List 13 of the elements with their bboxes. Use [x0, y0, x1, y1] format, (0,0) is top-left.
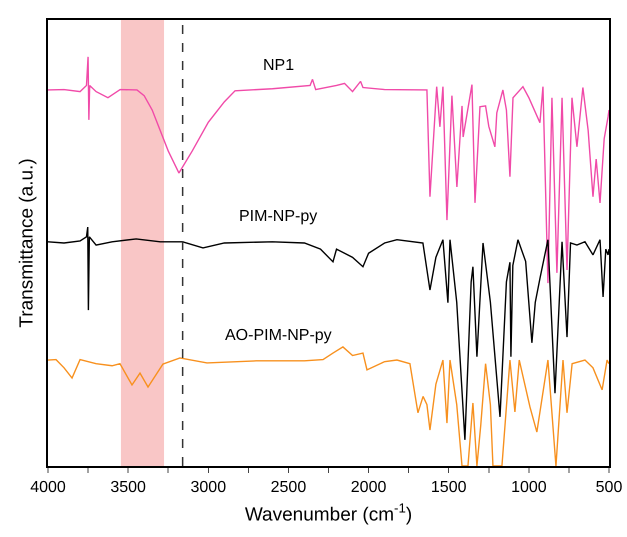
series-label: PIM-NP-py [239, 208, 318, 225]
x-tick-label: 500 [596, 478, 622, 496]
x-tick-label: 3500 [110, 478, 146, 496]
y-axis-title: Transmittance (a.u.) [16, 158, 38, 328]
x-axis-title: Wavenumber (cm$^{-1}$) [244, 500, 412, 526]
series-label: NP1 [263, 57, 294, 74]
x-tick-label: 3000 [190, 478, 226, 496]
x-tick-label: 1000 [511, 478, 547, 496]
x-tick-label: 2000 [350, 478, 386, 496]
x-tick-label: 2500 [270, 478, 306, 496]
x-tick-label: 4000 [30, 478, 66, 496]
x-tick-label: 1500 [430, 478, 467, 496]
series-label: AO-PIM-NP-py [225, 327, 332, 344]
